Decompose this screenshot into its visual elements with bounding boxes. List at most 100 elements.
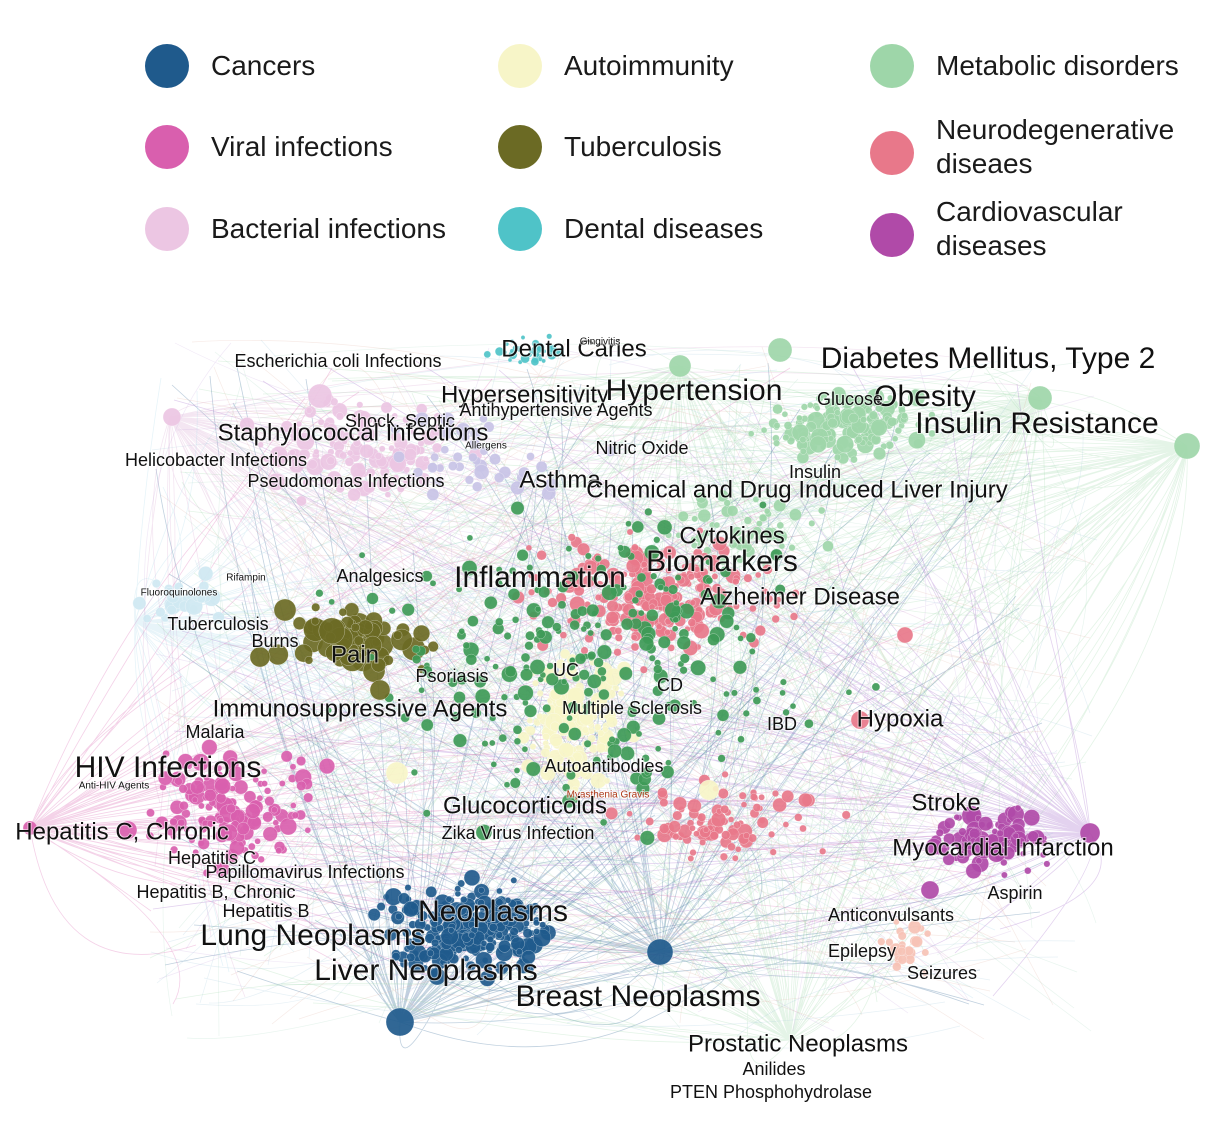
network-node — [717, 788, 729, 799]
network-node — [870, 419, 888, 437]
network-node — [652, 711, 666, 726]
node-label: UC — [553, 660, 579, 680]
network-node — [732, 602, 740, 610]
network-node — [727, 842, 736, 852]
network-node — [1000, 840, 1008, 848]
network-node — [261, 780, 268, 787]
network-node — [520, 335, 526, 340]
network-node — [719, 566, 732, 578]
network-node — [494, 346, 505, 357]
node-label: Hepatitis C, Chronic — [15, 818, 228, 845]
network-node — [542, 732, 550, 741]
network-node — [269, 446, 289, 465]
network-node — [539, 921, 547, 929]
network-node — [425, 886, 438, 898]
network-node — [892, 918, 900, 926]
network-node — [465, 653, 478, 666]
network-node — [325, 644, 343, 662]
network-node — [356, 401, 364, 409]
network-node — [214, 777, 231, 795]
network-node — [445, 908, 455, 919]
network-node — [595, 742, 607, 754]
hub-node — [273, 598, 297, 622]
network-node — [317, 418, 325, 426]
network-node — [672, 796, 687, 811]
network-node — [687, 798, 702, 814]
network-node — [179, 800, 189, 811]
network-node — [659, 823, 670, 834]
network-node — [507, 588, 521, 601]
network-node — [556, 581, 569, 593]
network-node — [315, 589, 324, 598]
network-node — [366, 467, 376, 478]
network-node — [583, 739, 592, 748]
network-node — [520, 353, 530, 364]
legend-item: Dental diseases — [498, 207, 763, 251]
network-node — [591, 575, 599, 582]
network-node — [910, 935, 923, 948]
node-label: Seizures — [907, 963, 977, 983]
network-node — [561, 783, 571, 792]
network-node — [794, 813, 803, 822]
network-node — [170, 845, 179, 854]
network-node — [420, 718, 434, 732]
network-node — [731, 854, 739, 862]
network-node — [535, 629, 546, 639]
node-label: Pseudomonas Infections — [247, 471, 444, 491]
network-node — [507, 357, 513, 363]
network-node — [447, 677, 458, 688]
network-node — [737, 635, 744, 642]
network-node — [414, 918, 427, 931]
node-label: Hypoxia — [857, 705, 944, 732]
network-node — [295, 420, 303, 428]
network-node — [512, 344, 520, 352]
network-node — [679, 666, 688, 675]
hub-node — [118, 820, 138, 840]
network-node — [367, 908, 381, 922]
legend-swatch — [870, 131, 914, 175]
network-node — [280, 750, 293, 763]
network-node — [687, 855, 695, 862]
node-label: Prostatic Neoplasms — [688, 1030, 908, 1057]
network-node — [453, 691, 466, 704]
network-node — [518, 466, 531, 479]
network-node — [638, 636, 655, 652]
network-node — [464, 475, 474, 485]
network-node — [495, 566, 503, 573]
network-node — [472, 911, 479, 918]
network-node — [290, 426, 300, 436]
network-node — [561, 794, 576, 809]
network-node — [614, 633, 623, 642]
network-node — [576, 605, 588, 617]
network-node — [183, 826, 191, 833]
network-node — [198, 802, 205, 810]
network-node — [662, 545, 677, 560]
network-node — [398, 892, 410, 905]
network-node — [476, 675, 485, 683]
network-node — [164, 586, 175, 598]
node-label: Nitric Oxide — [595, 438, 688, 458]
network-node — [302, 478, 311, 487]
node-label: Zika Virus Infection — [442, 823, 595, 843]
network-node — [631, 596, 640, 605]
network-node — [677, 510, 689, 522]
network-node — [782, 433, 790, 442]
network-node — [372, 418, 382, 428]
node-label: Hepatitis C — [168, 848, 256, 868]
network-node — [509, 777, 521, 789]
network-node — [827, 417, 838, 429]
network-node — [631, 543, 639, 552]
network-node — [712, 536, 727, 552]
network-node — [495, 579, 503, 588]
network-node — [344, 602, 360, 618]
network-node — [752, 526, 762, 536]
network-node — [422, 455, 430, 463]
network-node — [1040, 839, 1048, 847]
network-node — [809, 435, 827, 453]
network-node — [659, 798, 669, 808]
network-node — [770, 548, 783, 562]
network-node — [679, 653, 690, 664]
hub-node — [22, 820, 38, 836]
network-node — [774, 530, 788, 544]
network-node — [791, 589, 800, 598]
